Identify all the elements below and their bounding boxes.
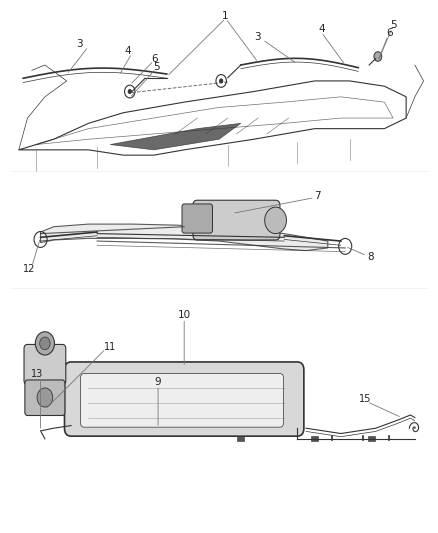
Text: 9: 9 — [155, 377, 161, 387]
Text: 1: 1 — [222, 11, 229, 21]
FancyBboxPatch shape — [24, 344, 66, 385]
Text: 3: 3 — [254, 33, 261, 43]
Text: 4: 4 — [318, 25, 325, 35]
Text: 5: 5 — [153, 62, 160, 71]
Text: 8: 8 — [367, 253, 374, 262]
FancyBboxPatch shape — [81, 374, 283, 427]
Text: 11: 11 — [104, 342, 117, 352]
FancyBboxPatch shape — [25, 380, 65, 416]
Circle shape — [219, 79, 223, 83]
Circle shape — [37, 388, 53, 407]
Text: 6: 6 — [151, 54, 158, 63]
Circle shape — [128, 90, 131, 94]
Text: 12: 12 — [23, 264, 35, 274]
Text: 5: 5 — [391, 20, 397, 30]
Text: 6: 6 — [386, 28, 393, 38]
Text: 3: 3 — [76, 39, 83, 49]
Circle shape — [265, 207, 286, 233]
FancyBboxPatch shape — [193, 200, 280, 240]
FancyBboxPatch shape — [182, 204, 212, 233]
Polygon shape — [41, 224, 328, 251]
Bar — [368, 436, 375, 441]
Circle shape — [35, 332, 54, 355]
Polygon shape — [110, 123, 241, 150]
FancyBboxPatch shape — [64, 362, 304, 436]
Bar — [237, 436, 244, 441]
Text: 4: 4 — [124, 46, 131, 56]
Text: 10: 10 — [178, 310, 191, 320]
Bar — [311, 436, 318, 441]
Text: 13: 13 — [31, 369, 43, 379]
Text: 15: 15 — [359, 394, 371, 404]
Circle shape — [40, 337, 50, 350]
Text: 7: 7 — [314, 191, 320, 201]
Circle shape — [374, 52, 382, 61]
